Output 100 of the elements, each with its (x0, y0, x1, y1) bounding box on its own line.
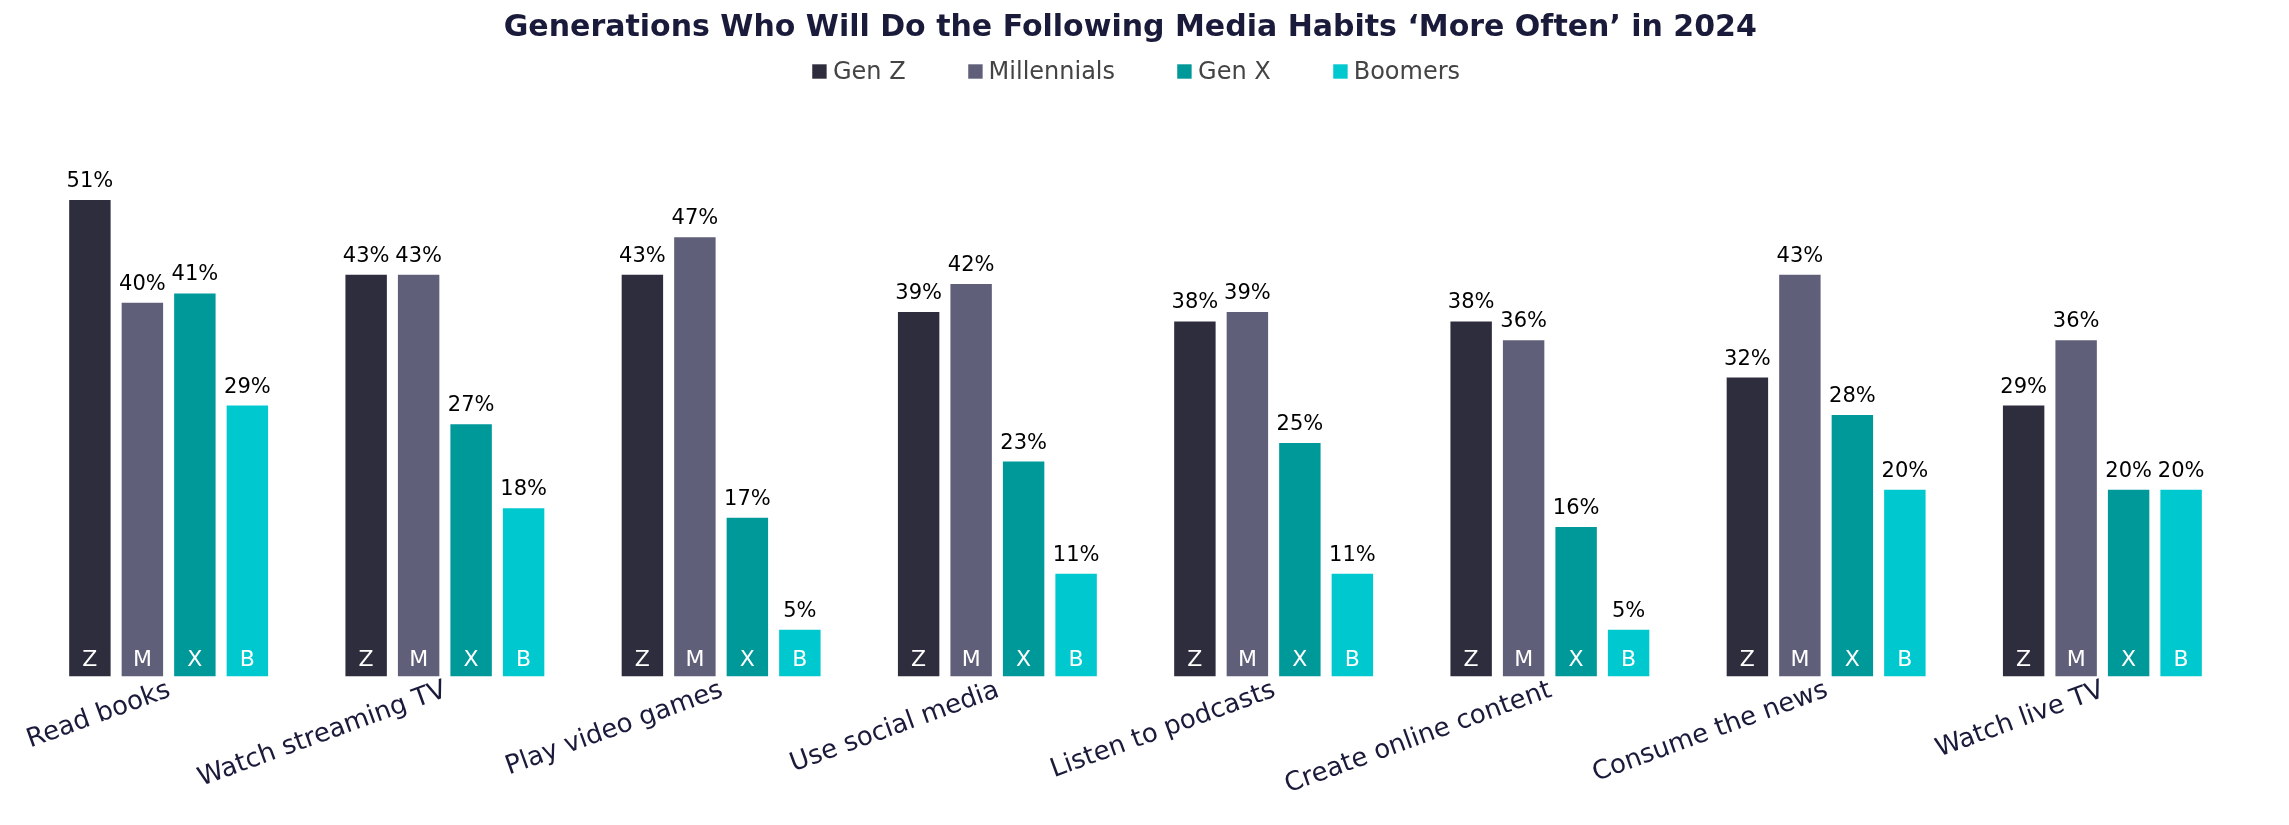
text: M (2066, 645, 2086, 671)
text: X (1292, 645, 1308, 671)
bar (1331, 573, 1374, 677)
bar (779, 629, 821, 677)
bar (1279, 442, 1321, 677)
data-label: 11% (1052, 541, 1100, 566)
data-label: 39% (1224, 280, 1271, 305)
data-label: 20% (1881, 457, 1929, 482)
data-label: 17% (724, 485, 771, 510)
data-label: 25% (1276, 410, 1324, 435)
text: B (1897, 645, 1913, 671)
bar (2160, 489, 2202, 677)
bar (1055, 573, 1097, 677)
bar (1726, 377, 1769, 677)
bar (1174, 321, 1216, 677)
data-label: 5% (783, 597, 817, 622)
bar (2055, 340, 2097, 677)
data-label: 28% (1829, 382, 1876, 407)
data-label: 43% (342, 242, 390, 267)
text: Z (1463, 645, 1479, 671)
bar (397, 274, 440, 677)
text: X (2121, 645, 2137, 671)
data-label: 36% (2052, 308, 2100, 333)
legend-label: Millennials (988, 57, 1116, 85)
text: M (961, 645, 981, 671)
x-tick-label: Watch live TV (1930, 673, 2108, 763)
annotation: M (132, 645, 152, 671)
bar (1884, 489, 1926, 677)
bar (1502, 340, 1545, 677)
text: M (409, 645, 429, 671)
data-label: 36% (1500, 308, 1547, 333)
data-label: 32% (1724, 345, 1771, 370)
bar (502, 508, 545, 677)
text: Z (2016, 645, 2032, 671)
bar (69, 199, 111, 677)
bar (2107, 489, 2150, 677)
bar (621, 274, 664, 677)
bar (674, 237, 716, 677)
text: M (1514, 645, 1534, 671)
data-label: 38% (1447, 289, 1495, 314)
text: X (1844, 645, 1860, 671)
annotation: Z (82, 645, 98, 671)
annotation: X (187, 645, 203, 671)
text: B (1068, 645, 1084, 671)
bar (726, 517, 769, 677)
data-label: 42% (947, 252, 995, 277)
chart-title: Generations Who Will Do the Following Media Habits ‘More Often’ in 2024 (503, 7, 1757, 43)
bar (1450, 321, 1492, 677)
x-tick-label: Read books (22, 673, 174, 754)
data-label: 43% (1776, 242, 1824, 267)
text: B (1621, 645, 1637, 671)
data-label: 38% (1171, 289, 1219, 314)
data-label: 47% (671, 205, 719, 230)
data-label: 18% (500, 476, 547, 501)
text: B (792, 645, 808, 671)
bar (1226, 312, 1269, 677)
text: Z (634, 645, 650, 671)
data-label: 16% (1552, 495, 1600, 520)
text: Z (911, 645, 927, 671)
bar (1831, 414, 1874, 677)
text: X (1568, 645, 1584, 671)
text: M (1790, 645, 1810, 671)
annotation: B (239, 645, 255, 671)
text: B (2173, 645, 2189, 671)
legend-label: Gen X (1198, 57, 1271, 85)
text: X (463, 645, 479, 671)
data-label: 41% (171, 261, 219, 286)
bar (1555, 527, 1597, 677)
text: Z (1739, 645, 1755, 671)
data-label: 29% (224, 373, 271, 398)
data-label: 27% (447, 392, 495, 417)
data-label: 43% (395, 242, 442, 267)
bar (226, 405, 269, 677)
bar (1607, 629, 1650, 677)
data-label: 40% (119, 270, 166, 295)
data-label: 20% (2157, 457, 2205, 482)
data-label: 51% (66, 167, 114, 192)
text: X (1016, 645, 1032, 671)
bar (450, 424, 492, 677)
text: M (685, 645, 705, 671)
bar (174, 293, 216, 677)
data-label: 43% (619, 242, 666, 267)
data-label: 11% (1329, 541, 1376, 566)
bar (1779, 274, 1821, 677)
data-label: 5% (1611, 597, 1646, 622)
text: Z (1187, 645, 1203, 671)
legend-label: Boomers (1353, 57, 1461, 85)
text: M (1237, 645, 1257, 671)
text: X (739, 645, 755, 671)
bar (950, 284, 992, 677)
text: Z (358, 645, 374, 671)
x-tick-label: Use social media (785, 673, 1003, 778)
bar (121, 302, 164, 677)
legend-label: Gen Z (832, 57, 906, 85)
text: B (1344, 645, 1360, 671)
data-label: 39% (895, 280, 942, 305)
data-label: 29% (2000, 373, 2047, 398)
bar (897, 312, 940, 677)
data-label: 20% (2105, 457, 2152, 482)
bar (2002, 405, 2045, 677)
